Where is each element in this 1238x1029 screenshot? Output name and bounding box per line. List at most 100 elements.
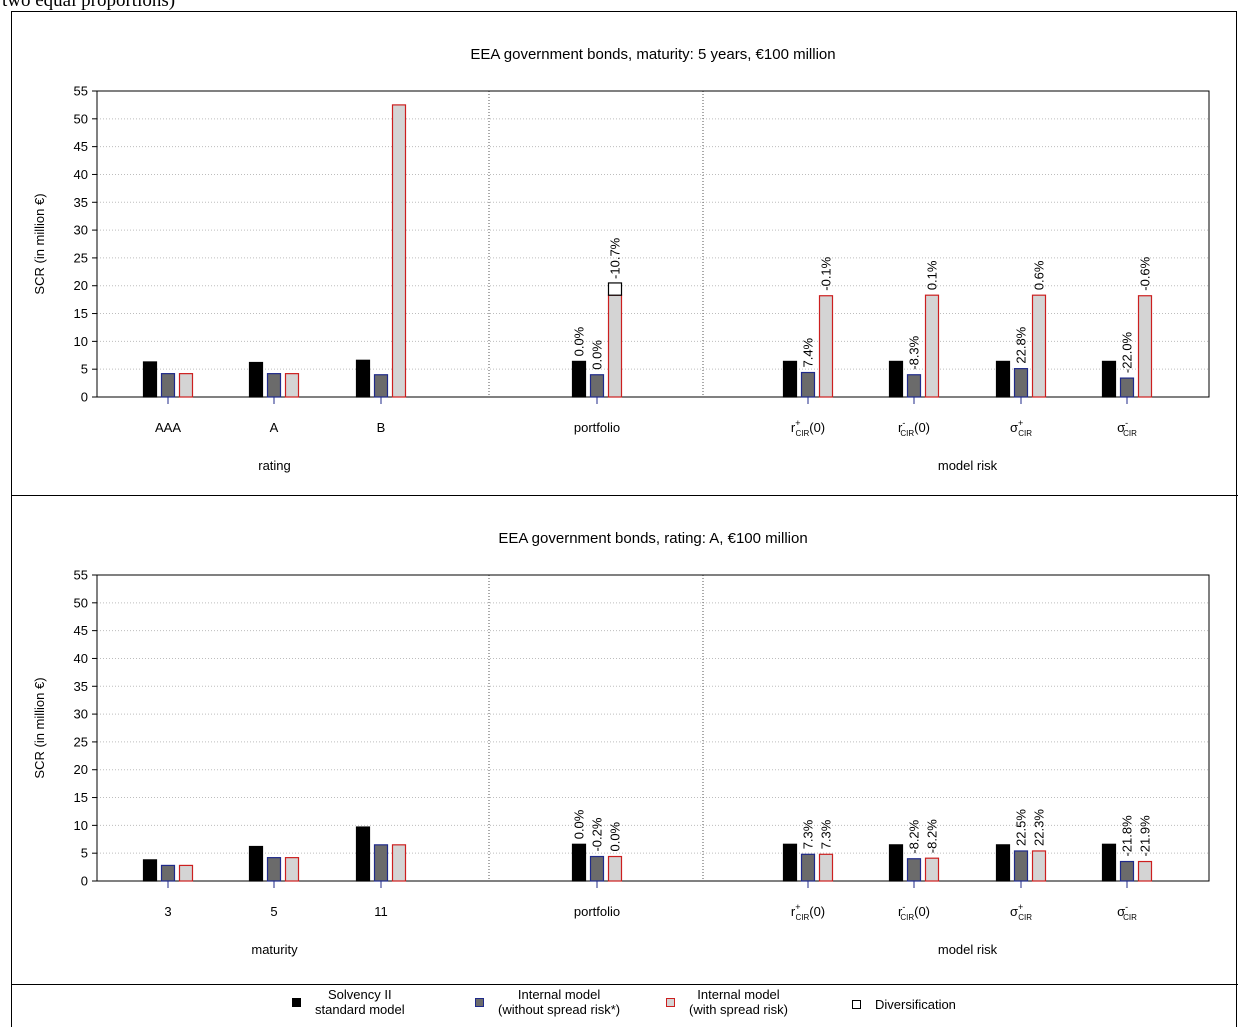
- data-label: 0.0%: [572, 326, 587, 356]
- legend-label-diversification: Diversification: [875, 997, 956, 1012]
- data-label: 7.4%: [801, 337, 816, 367]
- legend-label-internal-no-spread: Internal model (without spread risk*): [498, 987, 621, 1017]
- y-tick-label: 15: [74, 790, 88, 805]
- bar-internal-spread: [607, 855, 623, 882]
- y-tick-label: 45: [74, 139, 88, 154]
- x-tick-label: r+ CIR(0): [791, 418, 825, 438]
- y-tick-label: 0: [81, 390, 88, 405]
- bar-internal-spread: [178, 373, 194, 398]
- bar-internal-no-spread: [1013, 850, 1029, 882]
- bar-solvency: [888, 360, 904, 398]
- plot-area-frame: [96, 574, 1210, 882]
- data-label: -21.8%: [1120, 815, 1135, 857]
- group-label: model risk: [938, 458, 998, 473]
- bar-internal-spread: [391, 104, 407, 398]
- legend-swatch-internal-spread: [666, 997, 675, 1007]
- legend-item-diversification: Diversification: [852, 997, 956, 1012]
- data-label: -0.6%: [1138, 256, 1153, 290]
- bar-internal-spread: [284, 373, 300, 398]
- y-tick-label: 30: [74, 707, 88, 722]
- bar-internal-no-spread: [800, 371, 816, 398]
- group-label: maturity: [251, 942, 298, 957]
- bar-internal-no-spread: [800, 853, 816, 882]
- bar-internal-no-spread: [266, 857, 282, 882]
- x-tick-label: σ-CIR: [1117, 902, 1137, 922]
- bar-diversification: [607, 282, 623, 296]
- y-axis: 0 5 10 15 20 25 30 35 40 45 50 55: [74, 568, 97, 889]
- data-label: -21.9%: [1138, 815, 1153, 857]
- legend-swatch-solvency: [292, 997, 301, 1007]
- data-label: 7.3%: [801, 819, 816, 849]
- plot-area-frame: [96, 90, 1210, 398]
- x-tick-label: σ-CIR: [1117, 418, 1137, 438]
- bars: 0.0% 0.0% -10.7% 7.4% -0.1% -8.3% 0.1% 22.8% 0.6…: [142, 104, 1153, 398]
- group-label: model risk: [938, 942, 998, 957]
- y-tick-label: 55: [74, 568, 88, 583]
- bar-solvency: [571, 843, 587, 882]
- y-axis: 0 5 10 15 20 25 30 35 40 45 50 55: [74, 84, 97, 405]
- data-label: 0.0%: [590, 340, 605, 370]
- data-label: -8.3%: [907, 335, 922, 369]
- x-tick-label: r-CIR(0): [898, 418, 930, 438]
- data-label: -22.0%: [1120, 331, 1135, 373]
- legend-item-solvency: Solvency II standard model: [292, 987, 405, 1017]
- y-tick-label: 0: [81, 874, 88, 889]
- legend-label-internal-spread: Internal model (with spread risk): [689, 987, 788, 1017]
- bar-internal-no-spread: [266, 373, 282, 398]
- bar-solvency: [355, 826, 371, 882]
- legend-label-solvency: Solvency II standard model: [315, 987, 405, 1017]
- chart-title: EEA government bonds, rating: A, €100 mi…: [498, 530, 807, 547]
- x-tick-label: r+ CIR(0): [791, 902, 825, 922]
- data-label-diversification: -10.7%: [608, 237, 623, 279]
- data-label: 22.5%: [1014, 809, 1029, 846]
- bar-solvency: [248, 361, 264, 398]
- y-tick-label: 40: [74, 167, 88, 182]
- x-tick-label: σ+ CIR: [1010, 902, 1032, 922]
- data-label: -0.2%: [590, 817, 605, 851]
- bar-solvency: [355, 359, 371, 398]
- bar-internal-spread: [1137, 860, 1153, 882]
- bar-internal-spread: [924, 857, 940, 882]
- data-label: -8.2%: [925, 819, 940, 853]
- chart-panel-rating-a: EEA government bonds, rating: A, €100 mi…: [12, 496, 1237, 984]
- x-tick-label: r-CIR(0): [898, 902, 930, 922]
- y-tick-label: 50: [74, 595, 88, 610]
- y-tick-label: 10: [74, 818, 88, 833]
- x-tick-label: portfolio: [574, 904, 620, 919]
- group-label: rating: [258, 458, 291, 473]
- bar-internal-spread: [1031, 850, 1047, 882]
- data-label: 0.6%: [1032, 260, 1047, 290]
- bar-internal-no-spread: [906, 374, 922, 398]
- x-tick-label: portfolio: [574, 420, 620, 435]
- x-tick-label: B: [377, 420, 386, 435]
- bar-solvency: [782, 843, 798, 882]
- page-top-text: two equal proportions): [2, 0, 176, 11]
- bar-internal-no-spread: [373, 374, 389, 398]
- bar-internal-no-spread: [1119, 860, 1135, 882]
- y-tick-label: 25: [74, 250, 88, 265]
- data-label: -0.1%: [819, 256, 834, 290]
- y-tick-label: 55: [74, 84, 88, 99]
- data-label: 22.8%: [1014, 326, 1029, 363]
- bar-solvency: [248, 845, 264, 882]
- bar-internal-spread: [607, 294, 623, 398]
- bar-solvency: [995, 360, 1011, 398]
- bar-internal-no-spread: [589, 855, 605, 882]
- y-tick-label: 35: [74, 195, 88, 210]
- y-axis-label: SCR (in million €): [32, 193, 47, 294]
- bars: 0.0% -0.2% 0.0% 7.3% 7.3% -8.2% -8.2% 22.5% 22.3…: [142, 809, 1153, 882]
- y-tick-label: 10: [74, 334, 88, 349]
- legend-item-internal-spread: Internal model (with spread risk): [666, 987, 788, 1017]
- gridlines: [97, 602, 1209, 854]
- y-tick-label: 40: [74, 651, 88, 666]
- bar-internal-no-spread: [160, 864, 176, 882]
- bar-solvency: [782, 360, 798, 398]
- bar-internal-no-spread: [1013, 368, 1029, 398]
- bar-internal-no-spread: [1119, 377, 1135, 398]
- chart-title: EEA government bonds, maturity: 5 years,…: [470, 46, 835, 63]
- bar-internal-spread: [178, 864, 194, 882]
- data-label: 0.0%: [608, 821, 623, 851]
- y-tick-label: 25: [74, 734, 88, 749]
- panel-separator: [11, 495, 1238, 496]
- bar-internal-spread: [818, 853, 834, 882]
